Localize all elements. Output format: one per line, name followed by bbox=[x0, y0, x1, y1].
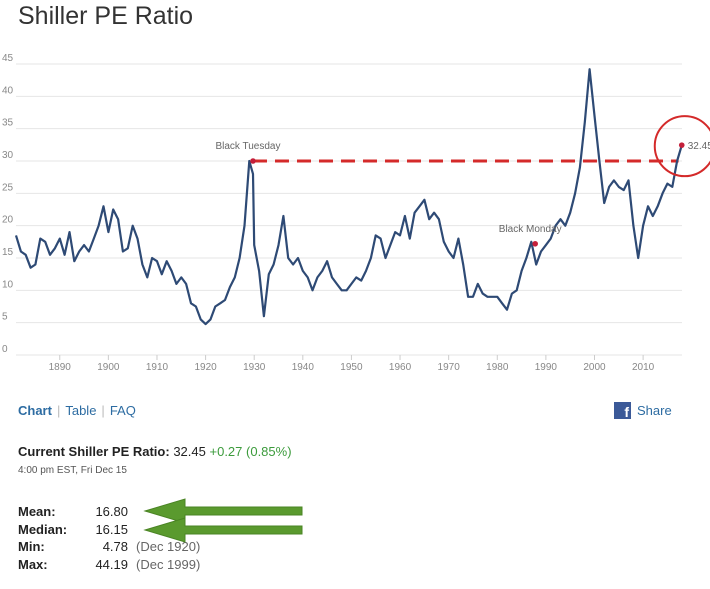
current-ratio-value: 32.45 bbox=[173, 444, 206, 459]
series-group bbox=[14, 68, 683, 326]
annotation-label: 32.45 bbox=[688, 141, 710, 152]
annotation-point bbox=[532, 240, 538, 247]
x-tick-label: 1970 bbox=[438, 362, 461, 373]
share-label: Share bbox=[637, 403, 672, 418]
facebook-icon: f bbox=[614, 402, 631, 419]
y-tick-label: 20 bbox=[2, 215, 14, 226]
stat-label: Mean: bbox=[18, 504, 56, 520]
x-axis-ticks: 1890 1900 1910 1920 1930 1940 1950 1960 1970 1980… bbox=[49, 355, 655, 373]
chart-grid bbox=[16, 63, 682, 356]
y-tick-label: 5 bbox=[2, 312, 8, 323]
stat-value: 16.15 bbox=[95, 521, 128, 537]
tab-table[interactable]: Table bbox=[65, 403, 97, 418]
y-tick-label: 0 bbox=[2, 344, 8, 355]
stat-value: 44.19 bbox=[95, 556, 128, 572]
y-tick-label: 30 bbox=[2, 150, 14, 161]
current-ratio-label: Current Shiller PE Ratio: bbox=[18, 444, 170, 459]
annotation-label: Black Tuesday bbox=[215, 141, 280, 152]
stat-row-mean: Mean: 16.80 bbox=[18, 503, 200, 521]
share-button[interactable]: f Share bbox=[614, 402, 672, 419]
x-tick-label: 2010 bbox=[632, 362, 655, 373]
y-axis-ticks: 0 5 10 15 20 25 30 35 40 45 bbox=[2, 53, 14, 355]
x-tick-label: 1890 bbox=[49, 362, 72, 373]
stat-row-min: Min: 4.78 (Dec 1920) bbox=[18, 538, 200, 556]
annotations-group: Black Tuesday Black Monday 32.45 bbox=[215, 115, 710, 247]
x-tick-label: 1940 bbox=[292, 362, 315, 373]
stat-row-median: Median: 16.15 bbox=[18, 521, 200, 539]
x-tick-label: 1960 bbox=[389, 362, 412, 373]
x-tick-label: 1950 bbox=[340, 362, 363, 373]
x-tick-label: 1980 bbox=[486, 362, 509, 373]
stat-date: (Dec 1920) bbox=[136, 539, 201, 555]
x-tick-label: 1910 bbox=[146, 362, 169, 373]
stat-date: (Dec 1999) bbox=[136, 556, 201, 572]
tab-separator: | bbox=[56, 403, 61, 418]
annotation-label: Black Monday bbox=[499, 224, 562, 235]
y-tick-label: 10 bbox=[2, 279, 14, 290]
x-tick-label: 1990 bbox=[535, 362, 558, 373]
x-tick-label: 1920 bbox=[194, 362, 217, 373]
x-tick-label: 1900 bbox=[97, 362, 120, 373]
y-tick-label: 25 bbox=[2, 182, 14, 193]
x-tick-label: 1930 bbox=[243, 362, 266, 373]
tab-separator: | bbox=[101, 403, 105, 418]
current-ratio: Current Shiller PE Ratio: 32.45 +0.27 (0… bbox=[18, 444, 292, 459]
timestamp: 4:00 pm EST, Fri Dec 15 bbox=[18, 465, 127, 476]
annotation-point bbox=[250, 158, 256, 164]
tab-faq[interactable]: FAQ bbox=[109, 403, 136, 418]
stat-value: 4.78 bbox=[102, 539, 128, 555]
stat-value: 16.80 bbox=[95, 504, 128, 520]
y-tick-label: 45 bbox=[2, 53, 14, 64]
y-tick-label: 35 bbox=[2, 118, 14, 129]
stat-label: Max: bbox=[18, 556, 48, 572]
y-tick-label: 40 bbox=[2, 85, 14, 96]
stat-label: Min: bbox=[18, 539, 45, 555]
stats-table: Mean: 16.80 Median: 16.15 Min: 4.78 (Dec… bbox=[18, 503, 200, 573]
stat-label: Median: bbox=[18, 521, 68, 537]
highlight-circle bbox=[653, 115, 710, 178]
series-line bbox=[14, 68, 683, 326]
chart-tabs: Chart | Table | FAQ bbox=[18, 403, 136, 418]
y-tick-label: 15 bbox=[2, 247, 14, 258]
annotation-point bbox=[678, 142, 685, 148]
page-title: Shiller PE Ratio bbox=[18, 2, 194, 30]
current-ratio-change: +0.27 (0.85%) bbox=[209, 444, 292, 459]
x-tick-label: 2000 bbox=[583, 362, 606, 373]
tab-chart[interactable]: Chart bbox=[18, 403, 52, 418]
stat-row-max: Max: 44.19 (Dec 1999) bbox=[18, 556, 200, 574]
